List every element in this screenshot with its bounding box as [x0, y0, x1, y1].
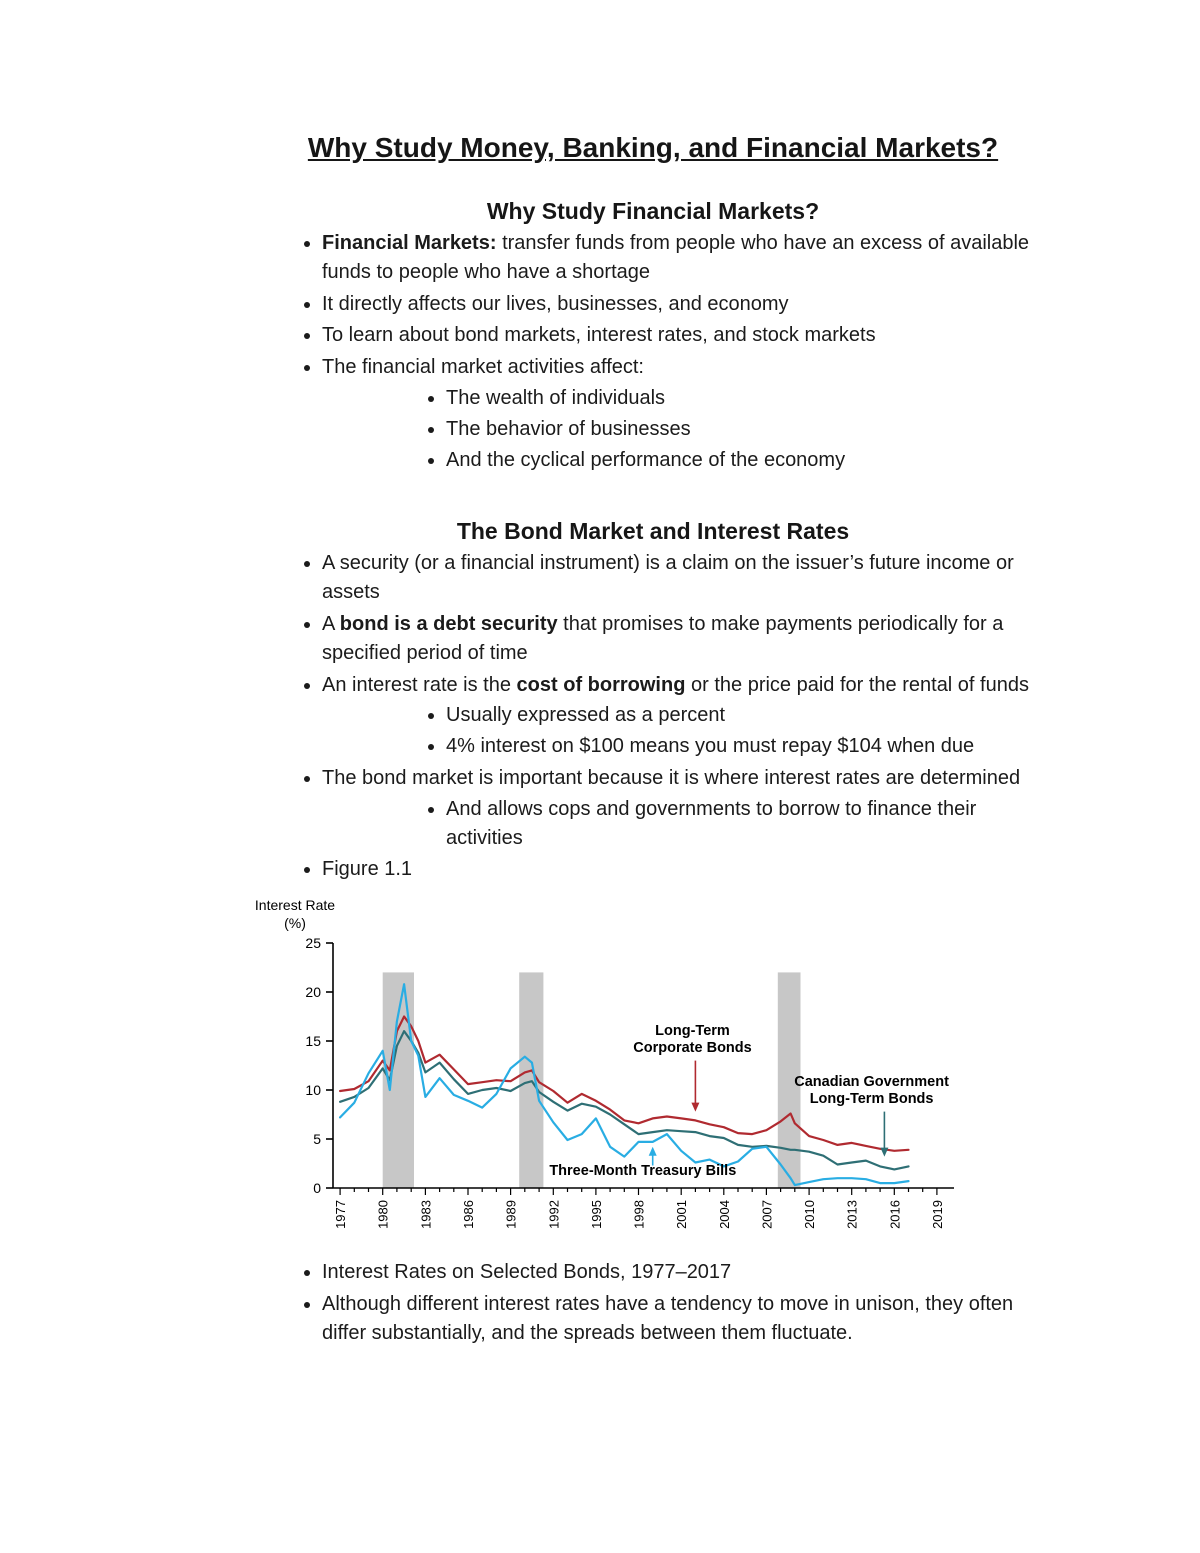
x-tick-label: 1998: [632, 1200, 647, 1229]
sub-bullet-item: The wealth of individuals: [446, 384, 1058, 413]
bullet-text: transfer funds from people who have an e…: [322, 232, 1030, 283]
section2-bullet-list: A security (or a financial instrument) i…: [248, 549, 1058, 884]
section1-bullet-list: Financial Markets: transfer funds from p…: [248, 229, 1058, 474]
sub-bullet-item: Usually expressed as a percent: [446, 701, 1058, 730]
interest-rate-line-chart: 0 5 10 15 20 25 1977 1980 1983 1986 1989 1992 1995 19…: [255, 897, 954, 1229]
series-label: Long-Term Bonds: [810, 1091, 934, 1107]
series-label: Three-Month Treasury Bills: [549, 1163, 736, 1179]
bullet-item-figure-reference: Figure 1.1: [322, 855, 1058, 884]
y-axis-title: (%): [284, 915, 306, 931]
bullet-text: that promises to make payments periodica…: [322, 612, 1004, 664]
document-page: Why Study Money, Banking, and Financial …: [248, 0, 1058, 1348]
y-tick-label: 15: [305, 1033, 321, 1049]
sub-bullet-item: And allows cops and governments to borro…: [446, 795, 1058, 853]
bullet-text: Although different interest rates have a…: [322, 1292, 1014, 1344]
y-axis-title: Interest Rate: [255, 897, 335, 913]
x-tick-label: 1980: [376, 1200, 391, 1229]
sub-bullet-item: And the cyclical performance of the econ…: [446, 446, 1058, 475]
x-tick-label: 2010: [802, 1200, 817, 1229]
bullet-text: The behavior of businesses: [446, 417, 691, 440]
section-heading-bond-market: The Bond Market and Interest Rates: [456, 518, 850, 545]
figure-1-1: 0 5 10 15 20 25 1977 1980 1983 1986 1989 1992 1995 19…: [248, 888, 1058, 1255]
bullet-text: The wealth of individuals: [446, 386, 666, 409]
y-tick-label: 5: [313, 1131, 321, 1147]
x-tick-label: 2013: [845, 1200, 860, 1229]
x-tick-label: 1989: [504, 1200, 519, 1229]
series-label: Long-Term: [655, 1023, 730, 1039]
x-tick-label: 1995: [589, 1200, 604, 1229]
series-line: [338, 983, 910, 1187]
x-tick-label: 2016: [887, 1200, 902, 1229]
bullet-text: The bond market is important because it …: [322, 766, 1021, 789]
bullet-item: The bond market is important because it …: [322, 764, 1058, 852]
bullet-text: Figure 1.1: [322, 858, 413, 881]
section-heading-financial-markets: Why Study Financial Markets?: [486, 198, 820, 224]
annotation-arrowhead: [880, 1147, 889, 1157]
recession-band: [519, 972, 544, 1189]
sub-bullet-item: The behavior of businesses: [446, 415, 1058, 444]
x-tick-label: 2007: [759, 1200, 774, 1229]
x-tick-label: 2019: [930, 1200, 945, 1229]
bullet-bold-text: Financial Markets:: [322, 232, 497, 254]
closing-bullet-list: Interest Rates on Selected Bonds, 1977–2…: [248, 1258, 1058, 1347]
bullet-item: To learn about bond markets, interest ra…: [322, 321, 1058, 350]
series-label: Corporate Bonds: [633, 1040, 751, 1056]
bullet-text: It directly affects our lives, businesse…: [322, 292, 789, 315]
bullet-item: The financial market activities affect: …: [322, 353, 1058, 474]
bullet-text: And the cyclical performance of the econ…: [446, 448, 846, 471]
x-tick-label: 1986: [461, 1200, 476, 1229]
sub-bullet-item: 4% interest on $100 means you must repay…: [446, 732, 1058, 761]
bullet-item: A security (or a financial instrument) i…: [322, 549, 1058, 607]
bullet-text: Usually expressed as a percent: [446, 704, 726, 727]
bullet-bold-text: cost of borrowing: [516, 673, 686, 696]
bullet-item: Although different interest rates have a…: [322, 1290, 1058, 1348]
bullet-item: Interest Rates on Selected Bonds, 1977–2…: [322, 1258, 1058, 1287]
annotation-arrowhead: [691, 1102, 700, 1112]
bullet-bold-text: bond is a debt security: [339, 612, 558, 635]
y-tick-label: 10: [305, 1082, 321, 1098]
y-tick-label: 25: [305, 935, 321, 951]
bullet-text: And allows cops and governments to borro…: [446, 797, 977, 849]
bullet-text: To learn about bond markets, interest ra…: [322, 324, 876, 347]
recession-band: [777, 972, 801, 1189]
bullet-item: Financial Markets: transfer funds from p…: [322, 229, 1058, 287]
bullet-text: or the price paid for the rental of fund…: [685, 673, 1029, 696]
bullet-item: A bond is a debt security that promises …: [322, 610, 1058, 668]
series-label: Canadian Government: [794, 1074, 949, 1090]
bullet-text: An interest rate is the: [322, 673, 517, 696]
sub-bullet-list: And allows cops and governments to borro…: [322, 795, 1058, 853]
bullet-text: Interest Rates on Selected Bonds, 1977–2…: [322, 1261, 732, 1284]
sub-bullet-list: Usually expressed as a percent 4% intere…: [322, 701, 1058, 761]
x-tick-label: 2004: [717, 1200, 732, 1229]
x-tick-label: 1983: [418, 1200, 433, 1229]
bullet-text: A security (or a financial instrument) i…: [322, 552, 1014, 604]
x-tick-label: 1992: [546, 1200, 561, 1229]
x-tick-label: 2001: [674, 1200, 689, 1229]
bullet-item: An interest rate is the cost of borrowin…: [322, 671, 1058, 761]
bullet-item: It directly affects our lives, businesse…: [322, 290, 1058, 319]
x-tick-label: 1977: [333, 1200, 348, 1229]
annotation-arrowhead: [648, 1146, 657, 1156]
y-tick-label: 20: [305, 984, 321, 1000]
bullet-text: The financial market activities affect:: [322, 356, 644, 379]
series-line: [338, 1015, 910, 1153]
page-title: Why Study Money, Banking, and Financial …: [307, 132, 999, 163]
bullet-text: A: [322, 612, 340, 635]
y-tick-label: 0: [313, 1180, 321, 1196]
sub-bullet-list: The wealth of individuals The behavior o…: [322, 384, 1058, 474]
bullet-text: 4% interest on $100 means you must repay…: [446, 735, 975, 758]
